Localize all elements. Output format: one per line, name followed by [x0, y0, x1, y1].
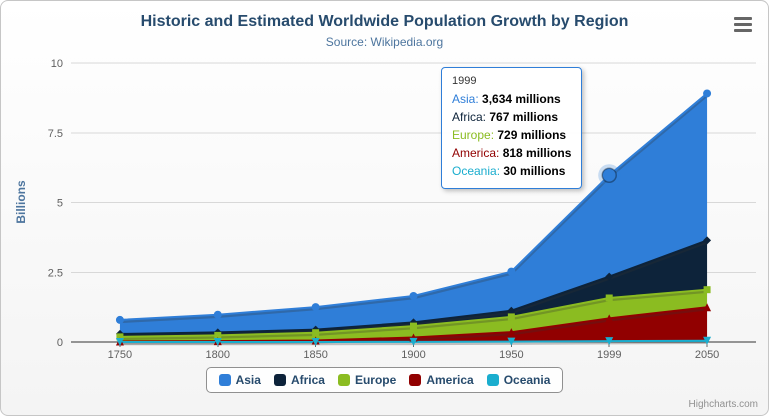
legend-symbol: [486, 374, 499, 386]
tooltip-series-value: 729 millions: [497, 128, 567, 142]
x-tick-label: 1750: [108, 349, 132, 361]
point-asia-1750[interactable]: [115, 315, 124, 324]
tooltip-row-oceania: Oceania: 30 millions: [452, 162, 571, 180]
point-africa-1999[interactable]: [605, 272, 614, 281]
point-america-1999[interactable]: [605, 314, 614, 323]
legend-symbol: [218, 374, 231, 386]
y-tick-label: 10: [51, 58, 63, 70]
point-europe-1750[interactable]: [116, 333, 124, 341]
tooltip-series-name: Asia:: [452, 92, 483, 106]
legend-label: Oceania: [503, 373, 551, 387]
point-africa-2050[interactable]: [703, 236, 712, 245]
legend-item-africa[interactable]: Africa: [273, 373, 325, 387]
legend-item-europe[interactable]: Europe: [337, 373, 397, 387]
tooltip-row-africa: Africa: 767 millions: [452, 108, 571, 126]
tooltip-body: Asia: 3,634 millions Africa: 767 millions…: [452, 90, 571, 180]
legend-label: Asia: [235, 373, 261, 387]
tooltip-series-value: 30 millions: [503, 164, 566, 178]
point-oceania-1750[interactable]: [115, 337, 124, 346]
y-tick-label: 0: [57, 337, 63, 349]
credits-link[interactable]: Highcharts.com: [688, 399, 758, 410]
point-europe-1800[interactable]: [214, 331, 222, 339]
area-africa[interactable]: [119, 240, 708, 337]
point-asia-1950[interactable]: [507, 267, 516, 276]
y-tick-label: 5: [57, 198, 63, 210]
tooltip-series-name: Europe:: [452, 128, 498, 142]
point-europe-1850[interactable]: [312, 329, 320, 337]
point-europe-1999[interactable]: [605, 294, 613, 302]
point-asia-1999[interactable]: [601, 167, 617, 183]
legend-label: Europe: [354, 373, 397, 387]
tooltip-row-america: America: 818 millions: [452, 144, 571, 162]
point-oceania-1900[interactable]: [409, 337, 418, 346]
context-menu-button[interactable]: [732, 16, 754, 33]
legend-label: Africa: [290, 373, 325, 387]
tooltip-row-asia: Asia: 3,634 millions: [452, 90, 571, 108]
tooltip-series-value: 3,634 millions: [482, 92, 561, 106]
legend-items: Asia Africa Europe America Oceania: [205, 367, 564, 393]
point-europe-2050[interactable]: [703, 286, 711, 294]
area-america[interactable]: [119, 307, 708, 342]
point-america-1950[interactable]: [507, 328, 516, 337]
x-tick-label: 1900: [401, 349, 425, 361]
point-europe-1900[interactable]: [410, 322, 417, 330]
hamburger-icon: [734, 23, 752, 26]
point-america-2050[interactable]: [703, 303, 712, 312]
x-tick-label: 1999: [597, 349, 621, 361]
legend: Asia Africa Europe America Oceania: [1, 367, 768, 393]
x-tick-label: 1850: [303, 349, 327, 361]
point-africa-1950[interactable]: [507, 306, 516, 315]
point-oceania-1950[interactable]: [507, 337, 516, 346]
legend-item-america[interactable]: America: [409, 373, 474, 387]
tooltip-series-name: Oceania:: [452, 164, 504, 178]
tooltip-row-europe: Europe: 729 millions: [452, 126, 571, 144]
legend-symbol: [409, 374, 422, 386]
tooltip-series-name: Africa:: [452, 110, 490, 124]
hamburger-icon: [734, 29, 752, 32]
point-asia-1850[interactable]: [311, 303, 320, 312]
legend-symbol: [337, 374, 350, 386]
x-tick-label: 1800: [206, 349, 230, 361]
y-tick-label: 7.5: [48, 128, 63, 140]
point-asia-2050[interactable]: [703, 89, 712, 98]
legend-item-oceania[interactable]: Oceania: [486, 373, 551, 387]
point-asia-1900[interactable]: [409, 291, 418, 300]
tooltip-series-value: 818 millions: [502, 146, 572, 160]
point-oceania-1800[interactable]: [213, 337, 222, 346]
y-tick-label: 2.5: [48, 267, 63, 279]
tooltip: 1999 Asia: 3,634 millions Africa: 767 mil…: [441, 67, 583, 189]
point-asia-1800[interactable]: [213, 310, 222, 319]
legend-symbol: [273, 374, 286, 386]
y-axis-title: Billions: [14, 180, 28, 224]
point-oceania-1850[interactable]: [311, 337, 320, 346]
legend-item-asia[interactable]: Asia: [218, 373, 261, 387]
chart-title: Historic and Estimated Worldwide Populat…: [140, 13, 629, 30]
x-tick-label: 1950: [499, 349, 523, 361]
point-oceania-2050[interactable]: [703, 336, 712, 345]
x-tick-label: 2050: [695, 349, 719, 361]
point-oceania-1999[interactable]: [605, 337, 614, 346]
tooltip-series-value: 767 millions: [489, 110, 559, 124]
tooltip-header: 1999: [452, 75, 477, 87]
legend-label: America: [426, 373, 474, 387]
point-europe-1950[interactable]: [507, 313, 515, 321]
hamburger-icon: [734, 17, 752, 20]
tooltip-series-name: America:: [452, 146, 503, 160]
area-asia[interactable]: [119, 93, 708, 334]
chart-subtitle: Source: Wikipedia.org: [325, 35, 444, 49]
